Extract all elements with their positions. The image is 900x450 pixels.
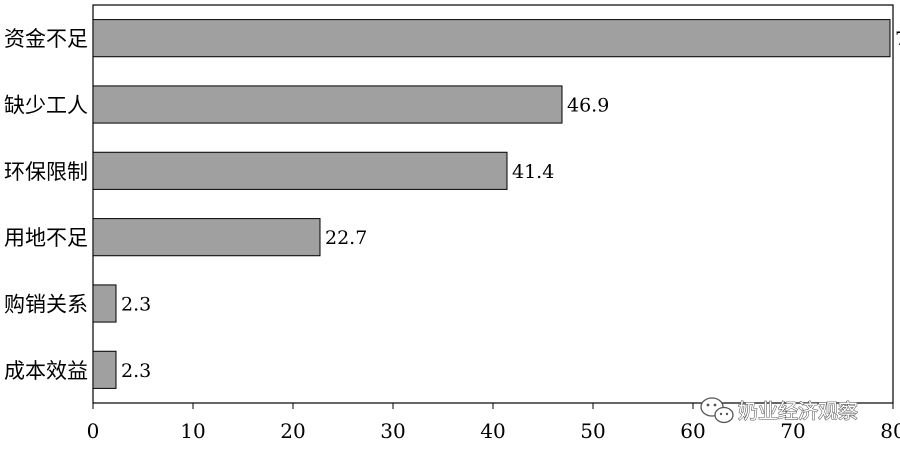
watermark-text: 奶业经济观察 — [738, 399, 858, 423]
x-tick-label-6: 60 — [680, 419, 705, 443]
bars-group — [92, 19, 891, 389]
value-label-5: 2.3 — [121, 360, 151, 382]
bar-3 — [92, 218, 321, 257]
category-label-4: 购销关系 — [4, 293, 88, 317]
bar-5 — [92, 350, 117, 389]
bar-4 — [92, 284, 117, 323]
x-tick-label-2: 20 — [280, 419, 305, 443]
x-tick-label-8: 80 — [880, 419, 900, 443]
x-axis-ticks-group: 0 10 20 30 40 50 60 70 80 — [87, 403, 900, 443]
value-label-4: 2.3 — [121, 294, 151, 316]
value-label-3: 22.7 — [325, 227, 367, 249]
bar-1 — [92, 85, 563, 124]
category-label-5: 成本效益 — [4, 359, 88, 383]
bar-0 — [92, 19, 891, 58]
x-tick-label-4: 40 — [480, 419, 505, 443]
x-tick-label-1: 10 — [180, 419, 205, 443]
bar-2 — [92, 151, 508, 190]
x-tick-label-7: 70 — [780, 419, 805, 443]
category-label-3: 用地不足 — [4, 226, 88, 250]
plot-frame — [92, 4, 894, 404]
wechat-icon — [700, 397, 734, 424]
value-label-0: 79.7 — [895, 28, 900, 50]
x-tick-label-3: 30 — [380, 419, 405, 443]
category-label-2: 环保限制 — [4, 160, 88, 184]
value-label-2: 41.4 — [512, 161, 554, 183]
watermark: 奶业经济观察 — [700, 397, 859, 424]
x-tick-label-0: 0 — [87, 419, 100, 443]
value-labels-group: 79.7 46.9 41.4 22.7 2.3 2.3 — [121, 28, 900, 382]
value-label-1: 46.9 — [567, 95, 609, 117]
category-label-0: 资金不足 — [4, 27, 88, 51]
category-label-1: 缺少工人 — [4, 94, 88, 118]
x-tick-label-5: 50 — [580, 419, 605, 443]
